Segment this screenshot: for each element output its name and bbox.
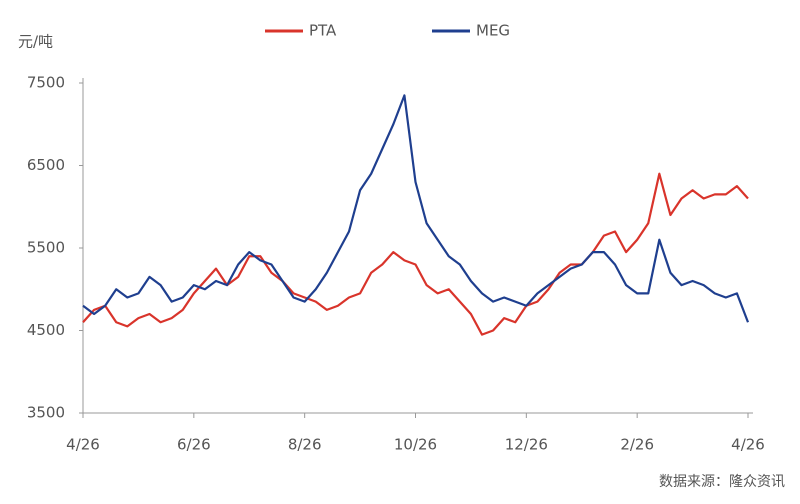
y-tick-label: 5500 (27, 239, 65, 257)
y-tick-label: 6500 (27, 156, 65, 174)
source-note: 数据来源：隆众资讯 (659, 474, 785, 490)
legend-label: MEG (476, 22, 510, 40)
x-tick-label: 4/26 (66, 436, 100, 454)
y-tick-label: 3500 (27, 404, 65, 422)
x-tick-label: 8/26 (288, 436, 322, 454)
line-series (82, 94, 750, 323)
x-tick-label: 6/26 (177, 436, 211, 454)
x-tick-label: 4/26 (731, 436, 765, 454)
x-tick-label: 12/26 (505, 436, 548, 454)
legend-label: PTA (309, 22, 337, 40)
x-tick-label: 2/26 (620, 436, 654, 454)
y-tick-label: 4500 (27, 321, 65, 339)
x-tick-label: 10/26 (394, 436, 437, 454)
line-series (82, 172, 749, 336)
y-tick-label: 7500 (27, 74, 65, 92)
y-axis-label: 元/吨 (18, 33, 53, 51)
